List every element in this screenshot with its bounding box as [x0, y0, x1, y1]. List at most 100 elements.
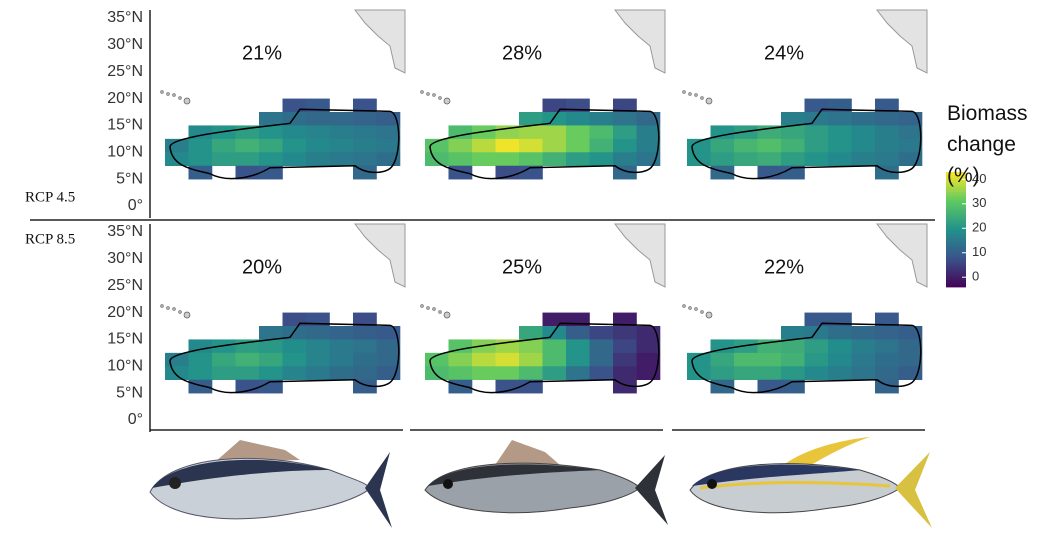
coastline [353, 9, 406, 74]
heat-cell [329, 366, 354, 381]
heat-cell [519, 112, 543, 126]
colorbar-step [946, 284, 966, 288]
heat-cell [306, 138, 330, 153]
island [160, 304, 164, 308]
heat-cell [566, 125, 590, 140]
colorbar-step [946, 233, 966, 237]
colorbar-step [946, 272, 966, 276]
heat-cell [828, 326, 852, 340]
colorbar-step [946, 206, 966, 210]
heat-cell [613, 125, 637, 140]
heat-cell [589, 339, 614, 354]
heat-cell [542, 125, 567, 140]
heat-cell [566, 138, 590, 153]
colorbar-tick-label: 30 [972, 195, 986, 210]
heat-cell [282, 352, 307, 367]
heat-cell [566, 339, 590, 354]
colorbar-step [946, 264, 966, 268]
island [166, 92, 170, 96]
heat-cell [851, 112, 876, 126]
colorbar-step [946, 257, 966, 261]
heat-cell [188, 352, 213, 367]
heat-cell [828, 125, 852, 140]
heat-cell [613, 112, 637, 126]
colorbar-step [946, 213, 966, 217]
heat-cell [353, 339, 377, 354]
region-outline [169, 108, 400, 180]
heat-cell [472, 352, 496, 367]
heat-cell [898, 339, 923, 354]
heat-cell [851, 352, 876, 367]
colorbar-step [946, 240, 966, 244]
heat-cell [329, 339, 354, 354]
heat-cell [804, 352, 829, 367]
heat-cell [710, 352, 735, 367]
heat-cell [282, 312, 307, 327]
heat-cell [188, 339, 213, 354]
colorbar-step [946, 189, 966, 192]
heat-cell [353, 152, 377, 167]
heat-cell [781, 112, 805, 126]
island [443, 97, 451, 105]
heat-cell [542, 366, 567, 381]
heat-cell [472, 152, 496, 167]
island [705, 97, 713, 105]
island [682, 90, 686, 94]
heat-cell [781, 152, 805, 167]
heat-cell [425, 366, 449, 381]
heat-cell [188, 152, 213, 167]
heat-cell [636, 339, 661, 354]
island [682, 304, 686, 308]
heat-cell [448, 379, 473, 394]
panel-percent: 21% [242, 42, 282, 64]
heat-cell [376, 138, 401, 153]
heat-cell [589, 112, 614, 126]
island [426, 306, 430, 310]
heat-cell [875, 339, 899, 354]
heat-cell [259, 138, 283, 153]
heat-cell [259, 165, 283, 180]
heat-cell [353, 326, 377, 340]
island [183, 311, 191, 319]
heat-cell [495, 352, 520, 367]
region-outline [691, 108, 922, 180]
colorbar-step [946, 184, 966, 188]
y-tick-label: 0° [128, 411, 143, 428]
heat-cell [804, 112, 829, 126]
heat-cell [710, 152, 735, 167]
heat-cell [282, 339, 307, 354]
heat-cell [710, 366, 735, 381]
heat-cell [472, 138, 496, 153]
heat-cell [757, 352, 782, 367]
heat-cell [212, 138, 236, 153]
heat-cell [519, 125, 543, 140]
heat-cell [212, 152, 236, 167]
y-tick-label: 20°N [107, 304, 143, 321]
panel-percent: 24% [764, 42, 804, 64]
heat-cell [613, 352, 637, 367]
island [178, 310, 182, 314]
island [700, 310, 704, 314]
heat-cell [851, 326, 876, 340]
scenario-label: RCP 4.5 [25, 189, 75, 205]
heat-cell [425, 152, 449, 167]
island [178, 96, 182, 100]
scenario-label: RCP 8.5 [25, 231, 75, 247]
heat-cell [828, 339, 852, 354]
island [172, 307, 176, 311]
island [183, 97, 191, 105]
heat-cell [781, 352, 805, 367]
heat-cell [519, 366, 543, 381]
heat-cell [734, 352, 758, 367]
heat-cell [875, 366, 899, 381]
colorbar-step [946, 255, 966, 259]
colorbar-step [946, 186, 966, 190]
heat-cell [306, 366, 330, 381]
heat-cell [589, 366, 614, 381]
heat-cell [875, 98, 899, 113]
heat-cell [212, 352, 236, 367]
heat-cell [898, 138, 923, 153]
island [160, 90, 164, 94]
map-panel-rcp45 [682, 9, 928, 180]
heat-cell [781, 366, 805, 381]
